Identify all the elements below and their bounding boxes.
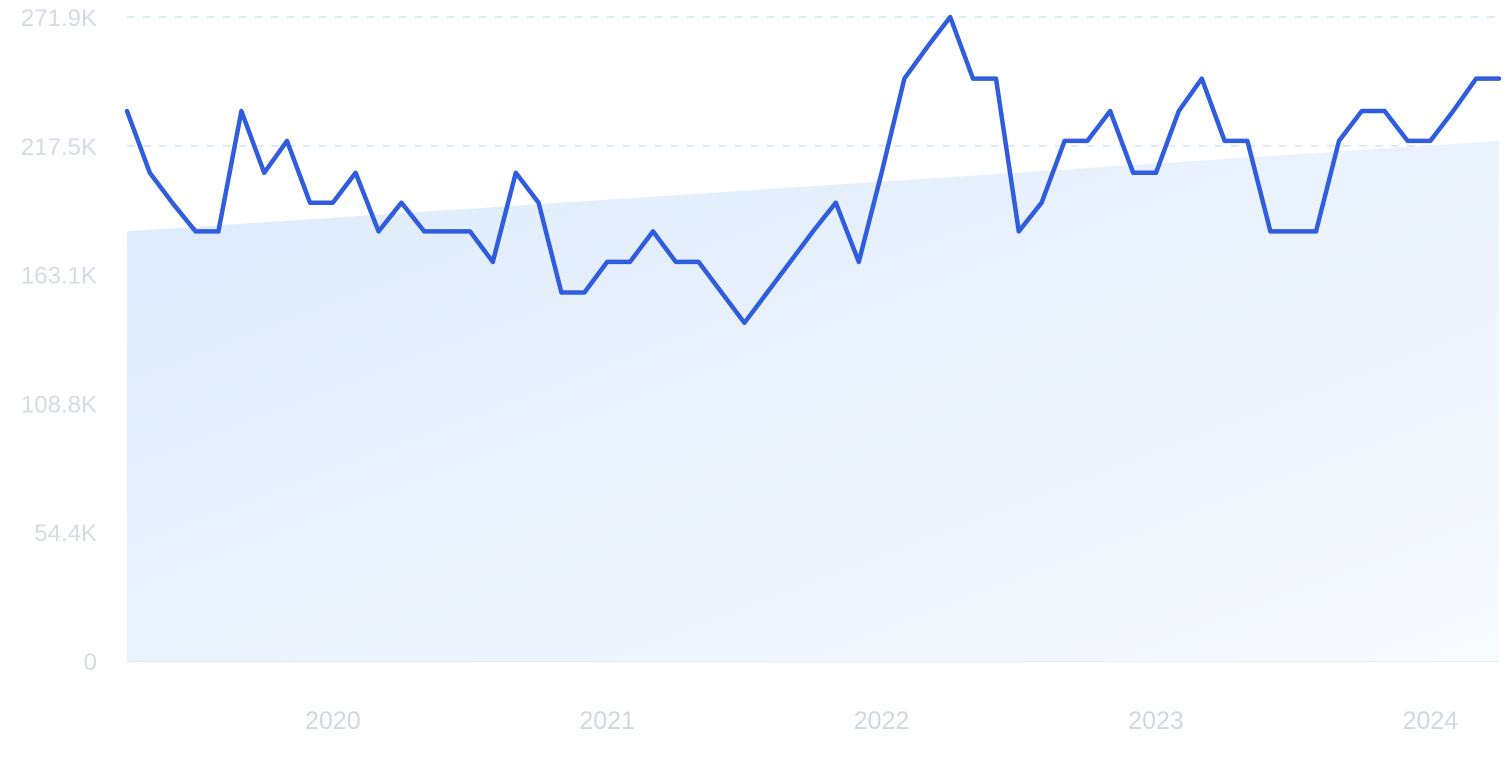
y-tick-label: 271.9K	[21, 5, 97, 32]
y-tick-label: 163.1K	[21, 263, 97, 290]
trend-area	[127, 140, 1499, 662]
trend-area-layer	[127, 140, 1499, 662]
series-layer	[124, 14, 1502, 326]
series-line	[124, 14, 1502, 326]
y-tick-label: 0	[84, 649, 97, 676]
x-tick-label: 2021	[579, 707, 635, 735]
x-tick-label: 2022	[854, 707, 910, 735]
x-tick-label: 2020	[305, 707, 361, 735]
y-axis: 0 54.4K 108.8K 163.1K 217.5K 271.9K	[21, 5, 97, 676]
x-tick-label: 2024	[1403, 707, 1459, 735]
x-tick-label: 2023	[1128, 707, 1184, 735]
y-tick-label: 217.5K	[21, 134, 97, 161]
x-axis: 2020 2021 2022 2023 2024	[305, 707, 1458, 735]
y-tick-label: 54.4K	[34, 520, 97, 547]
y-tick-label: 108.8K	[21, 391, 97, 418]
